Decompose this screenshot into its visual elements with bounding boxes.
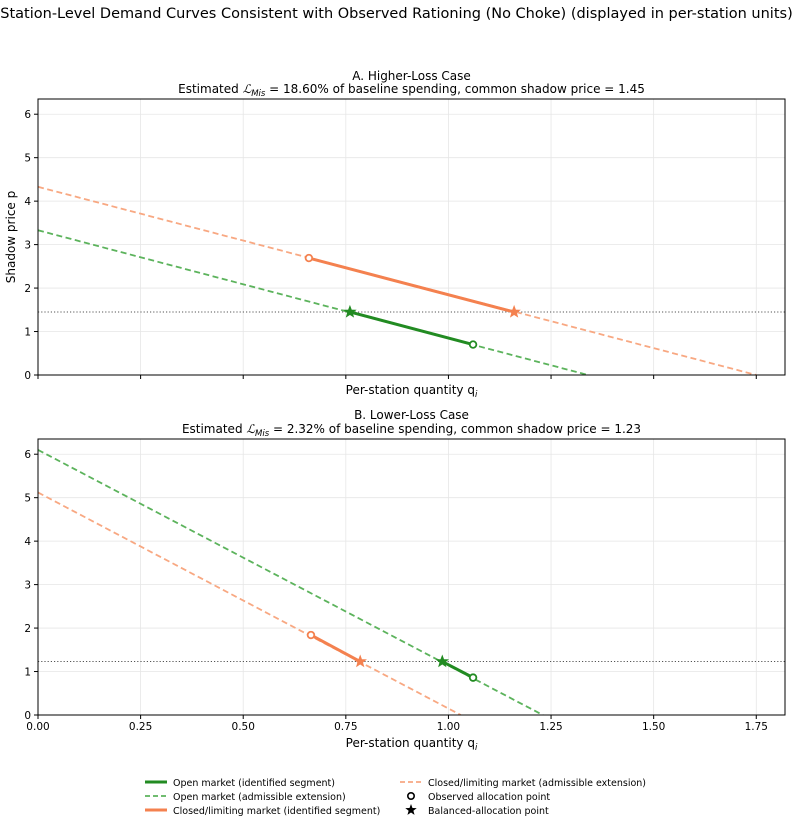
- y-tick-label: 2: [24, 283, 31, 295]
- observed-point-marker: [468, 340, 478, 349]
- y-tick-label: 6: [24, 109, 31, 121]
- y-tick-label: 1: [24, 666, 31, 678]
- axes-frame: [37, 438, 786, 716]
- series-extension-line: [38, 229, 589, 375]
- x-axis-label: Per-station quantity qi: [346, 736, 478, 753]
- series-identified-line: [308, 256, 515, 314]
- x-axis-label-subscript: i: [475, 390, 478, 400]
- observed-point-marker: [468, 673, 478, 682]
- y-tick-label: 0: [24, 370, 31, 382]
- axes-frame: [37, 98, 786, 376]
- panel-subtitle: Estimated ℒMis = 18.60% of baseline spen…: [178, 82, 645, 99]
- balanced-point-marker: [435, 654, 449, 668]
- subtitle-math-symbol: ℒ: [246, 422, 255, 436]
- legend-label: Balanced-allocation point: [428, 806, 549, 817]
- subtitle-prefix: Estimated: [178, 82, 242, 96]
- y-tick-label: 5: [24, 152, 31, 164]
- x-tick-label: 0.75: [334, 721, 357, 733]
- balanced-point-marker: [343, 304, 357, 318]
- y-tick-label: 6: [24, 449, 31, 461]
- legend-label: Observed allocation point: [428, 792, 550, 803]
- x-axis-label-subscript: i: [475, 743, 478, 753]
- panel-b: 0.00 0.25 0.50 0.75 1.00 1.25 1.50 1.75 0 1 2 3 4 5 6 B…: [24, 408, 786, 753]
- balanced-point-marker: [353, 654, 367, 668]
- subtitle-suffix: = 2.32% of baseline spending, common sha…: [269, 422, 641, 436]
- y-tick-label: 1: [24, 326, 31, 338]
- series-identified-line: [349, 310, 474, 347]
- observed-point-marker: [306, 630, 316, 640]
- series-identified-line: [441, 660, 474, 679]
- observed-point-marker: [304, 253, 314, 263]
- subtitle-math-subscript: Mis: [255, 429, 270, 439]
- y-tick-label: 5: [24, 492, 31, 504]
- y-axis-label: Shadow price p: [4, 191, 18, 283]
- subtitle-math-symbol: ℒ: [243, 82, 252, 96]
- subtitle-suffix: = 18.60% of baseline spending, common sh…: [265, 82, 645, 96]
- y-tick-label: 3: [24, 239, 31, 251]
- x-axis-label-text: Per-station quantity q: [346, 383, 475, 397]
- panel-title: A. Higher-Loss Case: [352, 69, 471, 83]
- y-tick-label: 4: [24, 196, 31, 208]
- y-tick-label: 2: [24, 623, 31, 635]
- x-tick-label: 1.75: [745, 721, 768, 733]
- legend-label: Closed/limiting market (identified segme…: [173, 806, 380, 817]
- legend-label: Open market (admissible extension): [173, 792, 346, 803]
- x-axis-label: Per-station quantity qi: [346, 383, 478, 400]
- series-extension-line: [38, 491, 462, 715]
- y-tick-label: 4: [24, 536, 31, 548]
- plot-area: [38, 449, 544, 715]
- x-tick-label: 0.50: [232, 721, 255, 733]
- legend-swatch-star: [405, 804, 417, 815]
- subtitle-prefix: Estimated: [182, 422, 246, 436]
- panel-title: B. Lower-Loss Case: [354, 408, 469, 422]
- y-tick-label: 0: [24, 710, 31, 722]
- figure-title: Station-Level Demand Curves Consistent w…: [0, 6, 793, 22]
- balanced-point-marker: [507, 304, 521, 318]
- y-tick-label: 3: [24, 579, 31, 591]
- legend-label: Open market (identified segment): [173, 778, 335, 789]
- x-axis-label-text: Per-station quantity q: [346, 736, 475, 750]
- plot-area: [38, 185, 757, 375]
- x-tick-label: 1.00: [437, 721, 460, 733]
- x-tick-label: 1.25: [539, 721, 562, 733]
- legend: Open market (identified segment) Open mar…: [145, 778, 646, 817]
- legend-label: Closed/limiting market (admissible exten…: [428, 778, 646, 789]
- subtitle-math-subscript: Mis: [251, 89, 266, 99]
- x-tick-label: 0.25: [129, 721, 152, 733]
- series-identified-line: [310, 633, 361, 663]
- x-tick-label: 0.00: [26, 721, 49, 733]
- x-tick-label: 1.50: [642, 721, 665, 733]
- legend-swatch-circle: [406, 791, 415, 800]
- panel-subtitle: Estimated ℒMis = 2.32% of baseline spend…: [182, 422, 641, 439]
